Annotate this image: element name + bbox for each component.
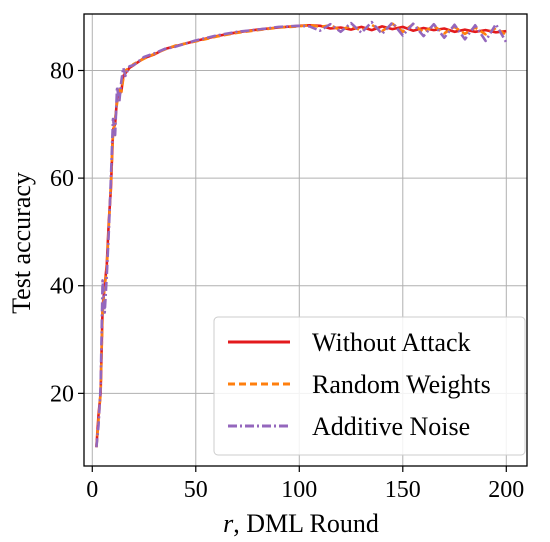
y-axis-ticks: 20 40 60 80 bbox=[50, 59, 84, 407]
legend-label: Random Weights bbox=[312, 370, 491, 399]
x-axis-label-text: , DML Round bbox=[233, 509, 379, 538]
y-tick-label: 80 bbox=[50, 59, 74, 85]
plot-frame bbox=[83, 13, 528, 467]
y-tick-label: 20 bbox=[50, 381, 74, 407]
series-lines bbox=[95, 20, 508, 448]
legend-label: Without Attack bbox=[312, 328, 471, 357]
x-axis-label: r, DML Round bbox=[223, 509, 379, 538]
legend-label: Additive Noise bbox=[312, 412, 470, 441]
x-tick-label: 100 bbox=[281, 477, 317, 503]
x-axis-label-variable: r bbox=[223, 509, 234, 538]
x-tick-label: 200 bbox=[488, 477, 524, 503]
x-tick-label: 0 bbox=[86, 477, 98, 503]
legend: Without Attack Random Weights Additive Noi… bbox=[213, 316, 526, 456]
x-axis-ticks: 0 50 100 150 200 bbox=[86, 466, 524, 503]
y-axis-label: Test accuracy bbox=[7, 172, 36, 314]
series-line-3 bbox=[95, 20, 508, 448]
x-tick-label: 50 bbox=[184, 477, 208, 503]
y-tick-label: 60 bbox=[50, 166, 74, 192]
legend-box bbox=[213, 316, 526, 456]
y-tick-label: 40 bbox=[50, 274, 74, 300]
x-tick-label: 150 bbox=[385, 477, 421, 503]
